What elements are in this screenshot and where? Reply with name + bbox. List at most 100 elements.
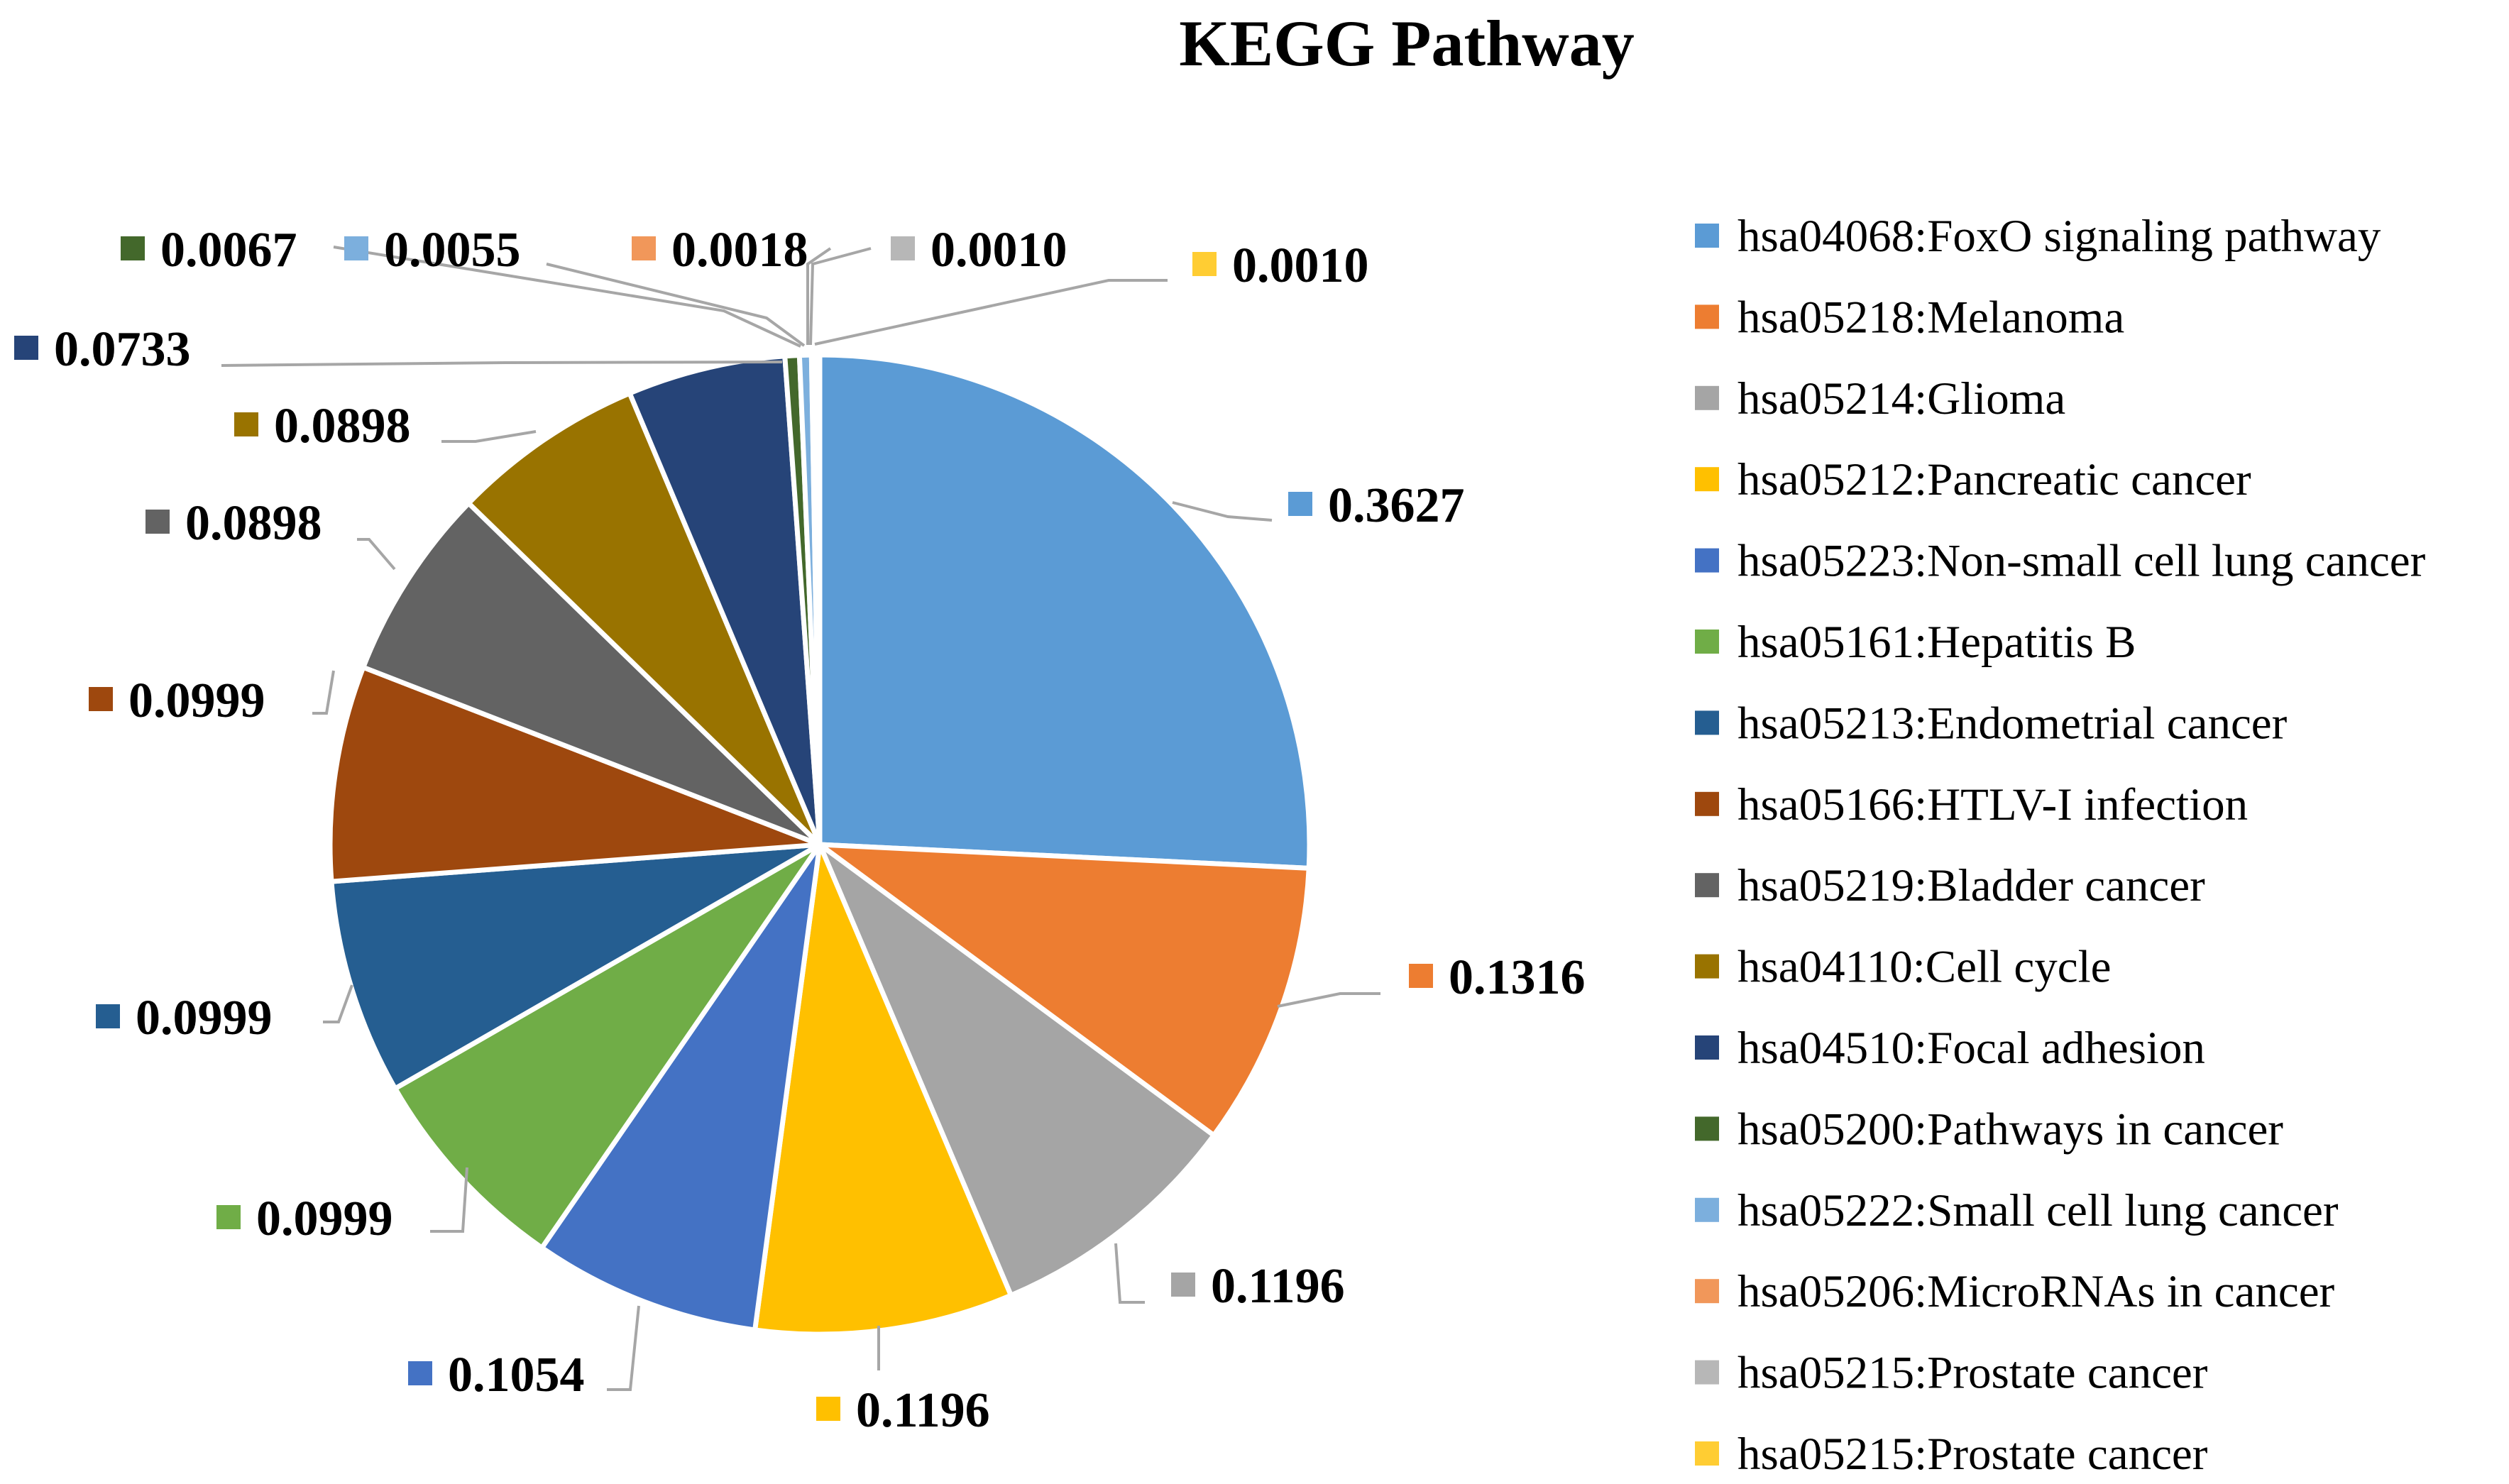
legend-swatch-13 [1695, 1197, 1719, 1222]
pie-slice-1 [817, 352, 1312, 871]
legend-swatch-16 [1695, 1441, 1719, 1466]
legend-label-8: hsa05166:HTLV-I infection [1737, 779, 2248, 830]
legend-swatch-12 [1695, 1116, 1719, 1141]
data-label-marker-7 [96, 1004, 120, 1028]
data-label-7: 0.0999 [96, 991, 273, 1045]
data-label-value-5: 0.1054 [448, 1348, 585, 1402]
legend-item-8: hsa05166:HTLV-I infection [1695, 779, 2248, 830]
legend-swatch-14 [1695, 1279, 1719, 1304]
data-label-value-10: 0.0898 [274, 399, 411, 454]
legend-item-14: hsa05206:MicroRNAs in cancer [1695, 1266, 2335, 1317]
legend-swatch-7 [1695, 710, 1719, 735]
legend-label-15: hsa05215:Prostate cancer [1737, 1348, 2208, 1399]
leader-line-13 [546, 263, 806, 347]
data-label-marker-6 [216, 1205, 241, 1229]
leader-line-5 [607, 1305, 640, 1391]
legend-label-9: hsa05219:Bladder cancer [1737, 860, 2205, 911]
data-label-value-4: 0.1196 [856, 1383, 990, 1438]
leader-line-3 [1114, 1243, 1145, 1304]
data-label-15: 0.0010 [891, 223, 1067, 277]
leader-line-15 [809, 247, 872, 346]
leader-line-8 [312, 670, 335, 715]
data-label-value-9: 0.0898 [185, 496, 322, 551]
legend-item-13: hsa05222:Small cell lung cancer [1695, 1185, 2339, 1236]
leader-line-2 [1277, 992, 1380, 1008]
data-label-value-6: 0.0999 [256, 1192, 393, 1246]
data-label-marker-16 [1192, 252, 1217, 276]
data-label-2: 0.1316 [1409, 950, 1586, 1005]
legend-item-11: hsa04510:Focal adhesion [1695, 1023, 2205, 1074]
pie-slice-2 [811, 841, 1312, 1139]
legend-swatch-6 [1695, 630, 1719, 654]
pie-slice-3 [813, 837, 1218, 1299]
data-label-8: 0.0999 [89, 674, 265, 728]
leader-line-16 [814, 279, 1168, 346]
legend-swatch-1 [1695, 224, 1719, 248]
legend-label-4: hsa05212:Pancreatic cancer [1737, 454, 2251, 505]
legend-item-5: hsa05223:Non-small cell lung cancer [1695, 536, 2426, 587]
data-label-marker-8 [89, 687, 113, 711]
legend-item-16: hsa05215:Prostate cancer [1695, 1429, 2208, 1480]
data-label-marker-15 [891, 236, 915, 260]
legend-swatch-4 [1695, 467, 1719, 492]
legend-swatch-8 [1695, 791, 1719, 816]
data-label-value-16: 0.0010 [1232, 238, 1369, 293]
legend-swatch-3 [1695, 385, 1719, 410]
data-label-value-13: 0.0055 [384, 223, 521, 277]
legend-swatch-5 [1695, 548, 1719, 573]
data-label-marker-3 [1171, 1273, 1195, 1297]
data-label-value-1: 0.3627 [1328, 478, 1465, 533]
pie-slice-6 [391, 842, 822, 1252]
chart-title: KEGG Pathway [1179, 7, 1634, 79]
data-label-value-15: 0.0010 [930, 223, 1067, 277]
data-label-3: 0.1196 [1171, 1259, 1345, 1314]
leader-line-1 [1172, 501, 1273, 522]
legend-swatch-11 [1695, 1035, 1719, 1060]
legend-label-6: hsa05161:Hepatitis B [1737, 617, 2136, 668]
data-label-11: 0.0733 [14, 322, 191, 377]
pie-slice-4 [752, 835, 1014, 1337]
data-label-marker-4 [816, 1397, 840, 1421]
pie-slice-8 [327, 664, 821, 884]
legend-item-3: hsa05214:Glioma [1695, 373, 2065, 424]
data-label-marker-11 [14, 336, 38, 360]
data-label-1: 0.3627 [1288, 478, 1465, 533]
legend-label-3: hsa05214:Glioma [1737, 373, 2065, 424]
legend-label-16: hsa05215:Prostate cancer [1737, 1429, 2208, 1480]
data-label-13: 0.0055 [344, 223, 521, 277]
data-label-marker-5 [408, 1361, 432, 1385]
data-label-value-3: 0.1196 [1211, 1259, 1345, 1314]
legend-label-5: hsa05223:Non-small cell lung cancer [1737, 536, 2426, 587]
legend-item-1: hsa04068:FoxO signaling pathway [1695, 211, 2381, 262]
legend: hsa04068:FoxO signaling pathway hsa05218:… [1695, 211, 2426, 1480]
data-label-marker-12 [121, 236, 145, 260]
legend-label-10: hsa04110:Cell cycle [1737, 942, 2111, 993]
pie-slices [327, 352, 1312, 1337]
leader-line-11 [221, 361, 783, 367]
data-label-4: 0.1196 [816, 1383, 990, 1438]
leader-line-6 [430, 1167, 468, 1233]
pie-slice-5 [538, 843, 823, 1333]
data-label-marker-1 [1288, 492, 1312, 516]
legend-label-1: hsa04068:FoxO signaling pathway [1737, 211, 2381, 262]
data-label-5: 0.1054 [408, 1348, 585, 1402]
data-label-marker-2 [1409, 964, 1433, 988]
legend-label-7: hsa05213:Endometrial cancer [1737, 698, 2288, 749]
legend-label-12: hsa05200:Pathways in cancer [1737, 1104, 2283, 1155]
legend-label-2: hsa05218:Melanoma [1737, 292, 2124, 343]
data-label-marker-13 [344, 236, 368, 260]
legend-item-6: hsa05161:Hepatitis B [1695, 617, 2136, 668]
data-label-value-8: 0.0999 [128, 674, 265, 728]
leader-line-12 [333, 246, 801, 348]
data-label-16: 0.0010 [1192, 238, 1369, 293]
leader-line-14 [806, 247, 832, 345]
data-label-marker-10 [234, 412, 258, 436]
legend-swatch-15 [1695, 1360, 1719, 1385]
legend-item-9: hsa05219:Bladder cancer [1695, 860, 2205, 911]
legend-item-12: hsa05200:Pathways in cancer [1695, 1104, 2283, 1155]
legend-item-10: hsa04110:Cell cycle [1695, 942, 2111, 993]
pie-slice-16 [815, 352, 823, 845]
data-label-marker-14 [632, 236, 656, 260]
leader-line-9 [357, 538, 396, 571]
